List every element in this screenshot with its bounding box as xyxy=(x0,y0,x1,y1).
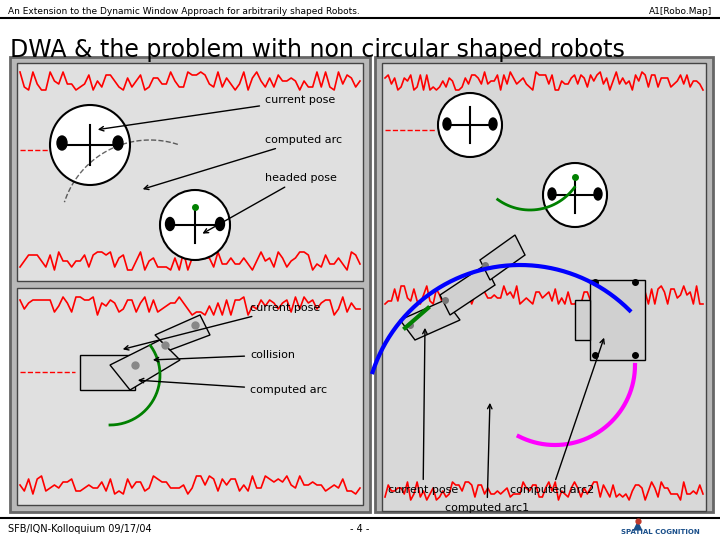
Text: current pose: current pose xyxy=(124,303,320,350)
Text: An Extension to the Dynamic Window Approach for arbitrarily shaped Robots.: An Extension to the Dynamic Window Appro… xyxy=(8,6,360,16)
Ellipse shape xyxy=(166,218,174,231)
Ellipse shape xyxy=(594,188,602,200)
Circle shape xyxy=(160,190,230,260)
Bar xyxy=(17,288,363,505)
Text: SFB/IQN-Kolloquium 09/17/04: SFB/IQN-Kolloquium 09/17/04 xyxy=(8,524,152,534)
Text: computed arc2: computed arc2 xyxy=(510,339,604,495)
Polygon shape xyxy=(480,235,525,280)
Text: - 4 -: - 4 - xyxy=(351,524,369,534)
Circle shape xyxy=(543,163,607,227)
Text: current pose: current pose xyxy=(99,95,336,131)
Text: SPATIAL COGNITION: SPATIAL COGNITION xyxy=(621,529,699,535)
Ellipse shape xyxy=(113,136,123,150)
Text: ▲: ▲ xyxy=(633,518,643,531)
Text: collision: collision xyxy=(154,350,295,362)
Text: headed pose: headed pose xyxy=(204,173,337,233)
Circle shape xyxy=(438,93,502,157)
Text: DWA & the problem with non circular shaped robots: DWA & the problem with non circular shap… xyxy=(10,38,625,62)
Polygon shape xyxy=(155,315,210,350)
Bar xyxy=(590,280,645,360)
Text: A1[Robo.Map]: A1[Robo.Map] xyxy=(649,6,712,16)
Bar xyxy=(10,57,370,512)
Ellipse shape xyxy=(57,136,67,150)
Bar xyxy=(375,57,713,512)
Text: current pose: current pose xyxy=(388,329,458,495)
Ellipse shape xyxy=(443,118,451,130)
Bar xyxy=(575,300,590,340)
Text: computed arc: computed arc xyxy=(139,379,327,395)
Bar xyxy=(80,355,135,390)
Ellipse shape xyxy=(215,218,225,231)
Polygon shape xyxy=(400,300,460,340)
Circle shape xyxy=(50,105,130,185)
Ellipse shape xyxy=(548,188,556,200)
Text: computed arc: computed arc xyxy=(144,135,342,190)
Polygon shape xyxy=(110,340,180,390)
Polygon shape xyxy=(440,265,495,315)
Ellipse shape xyxy=(489,118,497,130)
Text: computed arc1: computed arc1 xyxy=(445,404,529,513)
Bar xyxy=(17,63,363,281)
Bar xyxy=(382,63,706,511)
